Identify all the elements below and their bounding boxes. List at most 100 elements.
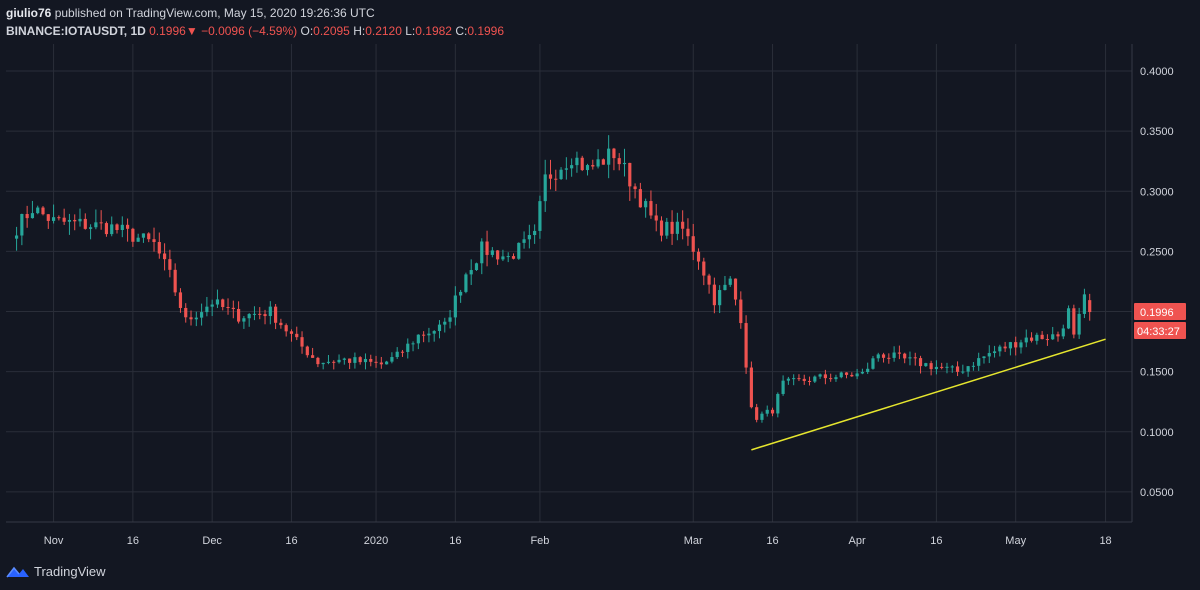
- candle-body: [707, 275, 711, 285]
- candle-body: [205, 306, 209, 313]
- candle-body: [443, 321, 447, 325]
- candle-body: [25, 214, 29, 219]
- candle-body: [945, 366, 949, 368]
- candle-body: [363, 358, 368, 363]
- candle-body: [406, 343, 410, 352]
- trend-line[interactable]: [751, 338, 1106, 451]
- candle-body: [73, 219, 77, 222]
- candle-body: [1024, 337, 1028, 343]
- candle-body: [1061, 328, 1065, 337]
- last-price: 0.1996: [149, 24, 186, 38]
- candle-body: [36, 207, 40, 214]
- candle-body: [506, 256, 510, 258]
- candle-body: [744, 323, 748, 368]
- candle-body: [147, 233, 151, 240]
- candle-body: [770, 409, 775, 414]
- candle-body: [369, 358, 373, 362]
- tradingview-brand[interactable]: TradingView: [34, 564, 106, 579]
- candle-body: [913, 357, 917, 359]
- candle-body: [564, 168, 568, 170]
- chart-header: giulio76 published on TradingView.com, M…: [6, 4, 504, 40]
- candle-body: [892, 352, 896, 358]
- published-text: published on TradingView.com, May 15, 20…: [54, 6, 375, 20]
- tradingview-logo-icon: [6, 566, 29, 577]
- high-value: 0.2120: [365, 24, 402, 38]
- candle-body: [554, 178, 558, 180]
- candle-body: [755, 407, 759, 420]
- candle-body: [601, 159, 605, 165]
- candle-body: [659, 220, 664, 236]
- candle-body: [501, 256, 505, 260]
- candle-body: [844, 372, 849, 375]
- candle-body: [94, 222, 98, 228]
- candle-body: [289, 331, 294, 334]
- candle-body: [427, 333, 431, 336]
- x-tick-label: 18: [1099, 535, 1111, 547]
- candle-body: [977, 358, 981, 366]
- candle-body: [152, 239, 156, 243]
- open-value: 0.2095: [313, 24, 350, 38]
- candle-body: [274, 306, 278, 323]
- candle-body: [358, 357, 362, 363]
- candle-body: [723, 284, 727, 291]
- candle-body: [908, 357, 912, 359]
- countdown-tag: [1134, 322, 1186, 340]
- x-tick-label: Apr: [849, 535, 866, 547]
- candle-body: [681, 221, 685, 229]
- candle-body: [596, 159, 600, 167]
- time-axis[interactable]: Nov 16 Dec 16 2020 16 Feb Mar 16 Apr 16 May 18: [6, 521, 1132, 547]
- candle-body: [543, 174, 547, 202]
- candle-body: [924, 363, 928, 367]
- candle-body: [802, 378, 806, 381]
- candle-body: [300, 337, 304, 347]
- candle-body: [612, 148, 616, 159]
- candle-body: [422, 334, 426, 336]
- candle-body: [184, 307, 188, 318]
- candle-body: [120, 224, 124, 231]
- candle-body: [712, 284, 716, 306]
- candle-body: [221, 299, 225, 308]
- candle-body: [633, 186, 637, 190]
- candle-body: [1045, 339, 1050, 341]
- x-tick-label: Nov: [44, 535, 64, 547]
- candle-body: [379, 362, 383, 365]
- candle-body: [332, 361, 336, 363]
- candle-body: [62, 217, 66, 222]
- symbol-label[interactable]: BINANCE:IOTAUSDT, 1D: [6, 24, 146, 38]
- candle-body: [644, 201, 648, 208]
- candle-body: [390, 357, 394, 362]
- candle-body: [887, 357, 891, 359]
- candle-body: [178, 292, 183, 308]
- candle-body: [628, 162, 632, 187]
- candle-body: [987, 353, 991, 357]
- candle-body: [807, 380, 812, 382]
- candle-body: [607, 148, 611, 165]
- candle-series: [14, 135, 1092, 423]
- candle-body: [739, 299, 743, 324]
- candle-body: [638, 189, 642, 208]
- candle-body: [416, 334, 420, 344]
- publisher-name[interactable]: giulio76: [6, 6, 52, 20]
- price-axis[interactable]: 0.40000.35000.30000.25000.20000.15000.10…: [1131, 44, 1174, 522]
- candle-body: [517, 242, 521, 259]
- candle-body: [538, 201, 542, 231]
- candle-body: [448, 317, 452, 322]
- candle-body: [163, 253, 167, 260]
- candle-body: [115, 224, 119, 231]
- candle-body: [1040, 334, 1044, 340]
- candle-body: [136, 237, 140, 242]
- candle-body: [998, 346, 1002, 352]
- candle-body: [934, 366, 938, 370]
- x-tick-label: Feb: [530, 535, 549, 547]
- candle-body: [1051, 334, 1055, 340]
- candle-body: [1003, 346, 1007, 349]
- y-tick-label: 0.2500: [1140, 246, 1174, 258]
- candle-body: [971, 365, 975, 367]
- candle-body: [1066, 308, 1071, 329]
- candle-body: [992, 351, 997, 354]
- candle-body: [226, 307, 230, 309]
- candle-body: [749, 367, 753, 408]
- candle-body: [173, 269, 177, 293]
- candle-body: [649, 201, 653, 216]
